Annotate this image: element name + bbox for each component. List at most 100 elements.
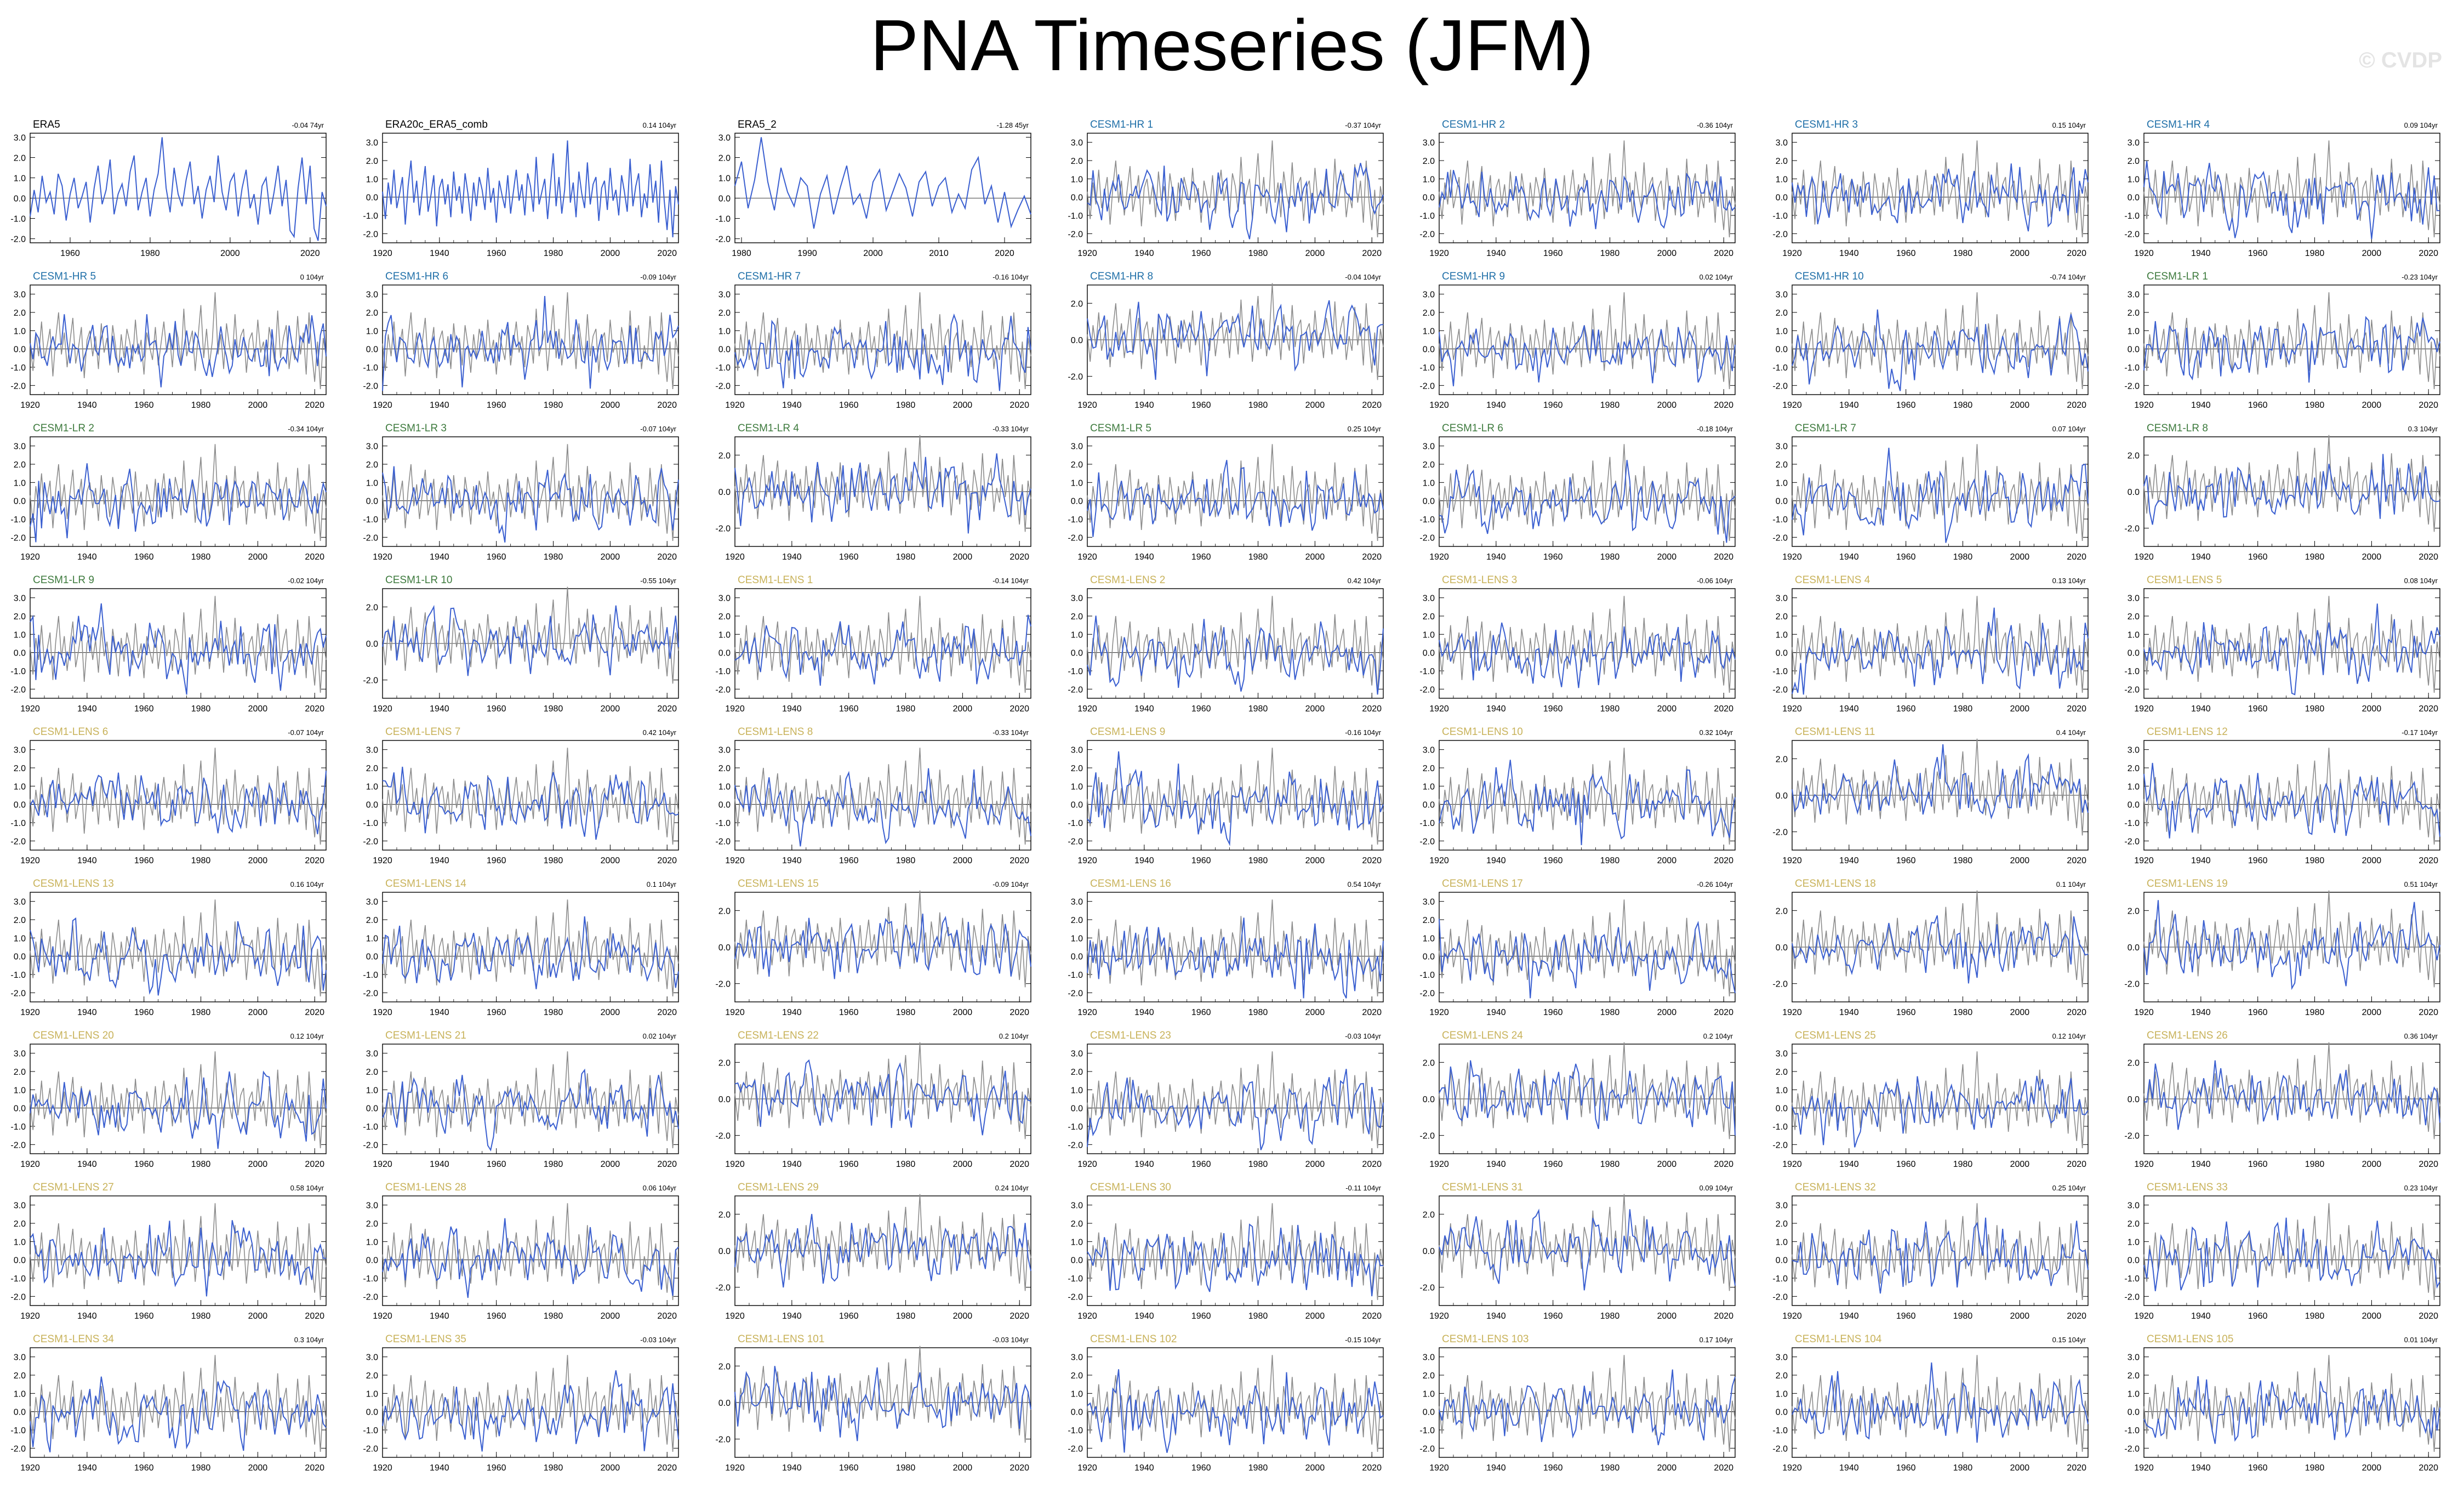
obs-series-line [1792,738,2089,836]
obs-series-line [1087,899,1384,997]
y-tick-label: -2.0 [1419,837,1435,846]
panel-52: CESM1-LENS 29 0.24 104yr -2.0 0.0 2.0 1920 194… [715,1182,1031,1321]
y-tick-label: 3.0 [1423,290,1435,300]
pna-series-line [734,614,1031,686]
y-tick-label: 3.0 [1071,1353,1083,1363]
x-tick-label: 2000 [2010,1008,2030,1017]
panel-8: CESM1-HR 5 0 104yr -2.0 -1.0 0.0 1.0 2.0 3.0 192… [10,271,327,410]
panel-title: CESM1-LENS 28 [385,1182,466,1193]
pna-series-line [1792,607,2089,695]
x-tick-label: 1960 [2248,1312,2268,1321]
obs-series-line [1439,444,1736,542]
y-tick-label: 2.0 [1423,1371,1435,1381]
x-tick-label: 1920 [2134,1008,2154,1017]
panel-title: CESM1-LENS 9 [1090,726,1165,738]
y-tick-label: 3.0 [1071,746,1083,755]
x-tick-label: 1960 [1896,552,1916,562]
y-tick-label: 3.0 [2128,1201,2140,1211]
y-tick-label: -2.0 [10,1141,26,1150]
x-tick-label: 2020 [2067,856,2086,865]
panel-title: CESM1-LR 6 [1442,423,1503,434]
x-tick-label: 1980 [2305,552,2325,562]
y-tick-label: 3.0 [718,594,731,603]
obs-series-line [1087,283,1384,380]
x-tick-label: 2020 [2067,1312,2086,1321]
panel-34: CESM1-LENS 11 0.4 104yr -2.0 0.0 2.0 1920 1940… [1772,726,2089,865]
trend-label: 0.24 104yr [995,1184,1029,1192]
x-tick-label: 2020 [1362,401,1382,410]
y-tick-label: 2.0 [366,309,378,318]
y-tick-label: -1.0 [2124,819,2140,828]
y-tick-label: -1.0 [1772,1274,1788,1284]
panel-title: ERA5_2 [738,119,777,130]
x-tick-label: 2020 [2067,704,2086,714]
y-tick-label: 0.0 [1071,336,1083,345]
obs-series-line [30,444,327,542]
panel-title: CESM1-HR 4 [2147,119,2210,130]
plot-frame [1792,436,2089,547]
obs-series-line [1439,899,1736,997]
panel-38: CESM1-LENS 15 -0.09 104yr -2.0 0.0 2.0 1920 19… [715,878,1031,1017]
panel-title: CESM1-LENS 17 [1442,878,1523,890]
x-tick-label: 1940 [782,1008,802,1017]
panel-title: CESM1-LR 10 [385,574,453,586]
y-tick-label: 1.0 [1071,1238,1083,1247]
y-tick-label: -2.0 [1772,1141,1788,1150]
y-tick-label: 3.0 [1776,1353,1788,1363]
x-tick-label: 1940 [2191,249,2211,258]
pna-series-line [1792,1075,2089,1148]
y-tick-label: 2.0 [1776,1371,1788,1381]
pna-series-line [1792,447,2089,543]
panel-title: CESM1-LENS 23 [1090,1030,1171,1041]
x-tick-label: 1940 [782,856,802,865]
x-tick-label: 1980 [191,856,211,865]
y-tick-label: 0.0 [718,1247,731,1256]
panel-26: CESM1-LENS 3 -0.06 104yr -2.0 -1.0 0.0 1.0 2.0… [1419,574,1736,714]
trend-label: 0.25 104yr [2052,1184,2086,1192]
trend-label: 0.1 104yr [647,880,677,888]
y-tick-label: 3.0 [1776,290,1788,300]
x-tick-label: 1980 [2305,856,2325,865]
x-tick-label: 1940 [77,1008,97,1017]
panel-15: CESM1-LR 2 -0.34 104yr -2.0 -1.0 0.0 1.0 2.0 3.… [10,423,327,562]
x-tick-label: 1920 [1429,1463,1449,1473]
pna-series-line [30,603,327,695]
y-tick-label: 0.0 [1423,497,1435,506]
y-tick-label: 1.0 [1423,478,1435,488]
x-tick-label: 1960 [134,1463,154,1473]
x-tick-label: 2020 [657,1463,677,1473]
x-tick-label: 1960 [1543,1463,1563,1473]
trend-label: 0.01 104yr [2404,1336,2438,1344]
panel-title: CESM1-LENS 34 [33,1333,114,1345]
plot-frame [382,284,679,395]
x-tick-label: 2000 [2010,552,2030,562]
y-tick-label: -2.0 [2124,1132,2140,1141]
x-tick-label: 1920 [20,704,40,714]
x-tick-label: 2000 [601,1312,620,1321]
x-tick-label: 1920 [1782,1008,1802,1017]
x-tick-label: 2020 [305,552,324,562]
trend-label: 0.42 104yr [643,728,677,737]
x-tick-label: 1920 [2134,856,2154,865]
plot-frame [2143,1195,2440,1306]
x-tick-label: 1920 [373,552,392,562]
panel-31: CESM1-LENS 8 -0.33 104yr -2.0 -1.0 0.0 1.0 2.0… [715,726,1031,865]
y-tick-label: 1.0 [366,934,378,943]
x-tick-label: 2020 [995,249,1014,258]
obs-series-line [1439,748,1736,845]
y-tick-label: 3.0 [1423,1353,1435,1363]
pna-series-line [1087,163,1384,240]
y-tick-label: -1.0 [1772,212,1788,221]
panel-title: CESM1-HR 3 [1795,119,1858,130]
y-tick-label: 0.0 [718,1095,731,1104]
y-tick-label: -2.0 [715,525,731,534]
x-tick-label: 1940 [2191,1312,2211,1321]
y-tick-label: -2.0 [2124,1444,2140,1454]
y-tick-label: -2.0 [1772,685,1788,694]
trend-label: -0.23 104yr [2402,273,2438,281]
y-tick-label: -1.0 [1772,1426,1788,1435]
panel-24: CESM1-LENS 1 -0.14 104yr -2.0 -1.0 0.0 1.0 2.0… [715,574,1031,714]
x-tick-label: 2020 [1714,856,1733,865]
x-tick-label: 1980 [896,401,916,410]
x-tick-label: 1980 [544,552,563,562]
